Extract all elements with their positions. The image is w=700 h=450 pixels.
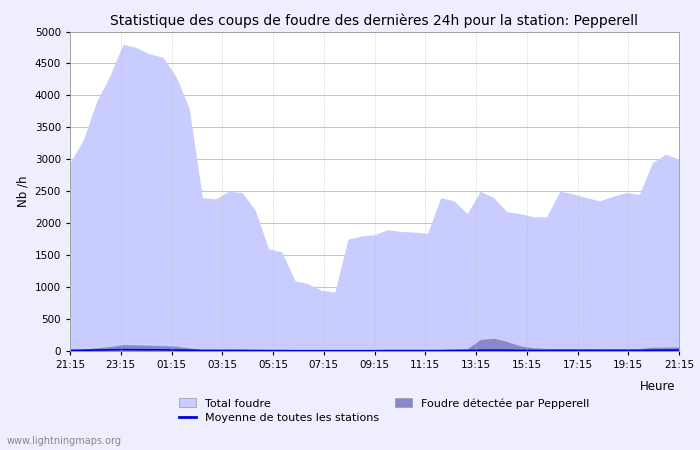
Moyenne de toutes les stations [278,348,286,353]
Y-axis label: Nb /h: Nb /h [16,176,29,207]
Moyenne de toutes les stations [79,347,88,353]
Moyenne de toutes les stations [437,348,445,353]
Text: www.lightningmaps.org: www.lightningmaps.org [7,436,122,446]
Moyenne de toutes les stations [635,348,643,353]
Moyenne de toutes les stations [185,347,193,353]
Moyenne de toutes les stations [476,347,484,353]
Moyenne de toutes les stations [330,348,339,353]
Moyenne de toutes les stations [662,347,670,353]
Moyenne de toutes les stations [344,348,352,353]
Moyenne de toutes les stations [596,348,604,353]
Moyenne de toutes les stations [132,347,141,352]
Moyenne de toutes les stations [424,348,432,353]
Moyenne de toutes les stations [317,348,326,353]
Moyenne de toutes les stations [622,348,630,353]
Moyenne de toutes les stations [556,348,564,353]
Moyenne de toutes les stations [66,348,74,353]
Moyenne de toutes les stations [449,348,458,353]
Moyenne de toutes les stations [648,347,657,353]
Moyenne de toutes les stations [106,347,114,352]
Moyenne de toutes les stations [158,347,167,352]
Moyenne de toutes les stations [225,348,233,353]
Moyenne de toutes les stations [397,348,405,353]
Moyenne de toutes les stations [304,348,312,353]
Moyenne de toutes les stations [291,348,300,353]
Moyenne de toutes les stations [384,348,392,353]
Moyenne de toutes les stations [582,348,591,353]
Moyenne de toutes les stations [569,348,577,353]
Moyenne de toutes les stations [410,348,419,353]
Legend: Total foudre, Moyenne de toutes les stations, Foudre détectée par Pepperell: Total foudre, Moyenne de toutes les stat… [179,398,589,423]
Moyenne de toutes les stations [516,348,524,353]
Moyenne de toutes les stations [463,348,471,353]
Moyenne de toutes les stations [542,348,551,353]
Moyenne de toutes les stations [608,348,617,353]
Line: Moyenne de toutes les stations: Moyenne de toutes les stations [70,350,679,351]
Text: Heure: Heure [640,380,676,393]
Moyenne de toutes les stations [265,348,273,353]
Title: Statistique des coups de foudre des dernières 24h pour la station: Pepperell: Statistique des coups de foudre des dern… [111,13,638,27]
Moyenne de toutes les stations [675,347,683,353]
Moyenne de toutes les stations [357,348,365,353]
Moyenne de toutes les stations [92,347,101,353]
Moyenne de toutes les stations [211,348,220,353]
Moyenne de toutes les stations [145,347,153,352]
Moyenne de toutes les stations [503,347,511,353]
Moyenne de toutes les stations [489,347,498,353]
Moyenne de toutes les stations [529,348,538,353]
Moyenne de toutes les stations [251,348,260,353]
Moyenne de toutes les stations [238,348,246,353]
Moyenne de toutes les stations [172,347,180,353]
Moyenne de toutes les stations [198,348,206,353]
Moyenne de toutes les stations [119,347,127,352]
Moyenne de toutes les stations [370,348,379,353]
